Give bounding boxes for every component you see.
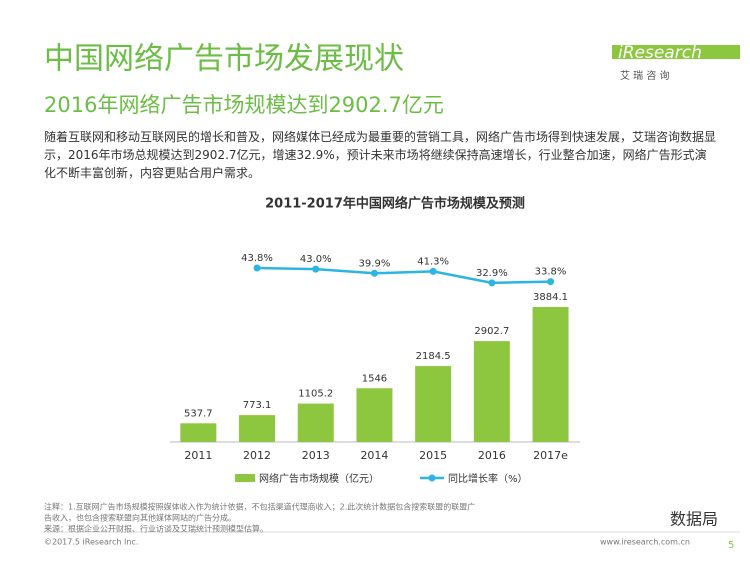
line-marker <box>547 278 555 286</box>
bar-label: 1105.2 <box>298 389 333 400</box>
logo: iResearch <box>618 43 702 63</box>
line <box>257 266 551 285</box>
bar <box>239 415 276 442</box>
legend-label: 同比增长率（%） <box>448 472 528 485</box>
line-marker <box>370 269 378 277</box>
bar <box>473 341 510 442</box>
watermark: 数据局 <box>670 510 718 529</box>
logo-sub: 艾 瑞 咨 询 <box>620 69 670 82</box>
line-label: 41.3% <box>417 256 449 267</box>
line-marker <box>253 264 261 272</box>
x-tick-label: 2014 <box>360 449 388 462</box>
x-tick-label: 2011 <box>184 449 212 462</box>
note: 来源：根据企业公开财报、行业访谈及艾瑞统计预测模型估算。 <box>44 524 268 534</box>
x-tick-label: 2016 <box>478 449 506 462</box>
line-label: 32.9% <box>476 268 508 279</box>
bar <box>532 307 569 442</box>
page-number: 5 <box>728 540 734 551</box>
bar-label: 2902.7 <box>474 326 509 337</box>
bar-label: 537.7 <box>184 408 213 419</box>
bar <box>180 423 217 442</box>
bar <box>415 366 452 442</box>
bar-label: 773.1 <box>243 400 272 411</box>
bar-label: 3884.1 <box>533 292 568 303</box>
bar-label: 1546 <box>362 373 387 384</box>
line-label: 43.0% <box>300 254 332 265</box>
chart-title: 2011-2017年中国网络广告市场规模及预测 <box>265 196 525 212</box>
legend-swatch <box>428 474 436 482</box>
bar <box>356 388 393 442</box>
line-label: 39.9% <box>359 258 391 269</box>
line-marker <box>429 267 437 275</box>
note: 告收入，也包含搜索联盟向其他媒体网站的广告分成。 <box>44 513 236 523</box>
bar <box>297 403 334 442</box>
note: 注释：1.互联网广告市场规模按照媒体收入作为统计依据，不包括渠道代理商收入；2.… <box>44 502 475 512</box>
subtitle: 2016年网络广告市场规模达到2902.7亿元 <box>44 93 444 117</box>
x-tick-label: 2015 <box>419 449 447 462</box>
url: www.iresearch.com.cn <box>600 538 690 547</box>
x-tick-label: 2013 <box>302 449 330 462</box>
title: 中国网络广告市场发展现状 <box>44 42 404 77</box>
copyright: ©2017.5 iResearch Inc. <box>44 538 138 547</box>
line-label: 33.8% <box>535 267 567 278</box>
line-marker <box>488 279 496 287</box>
line-label: 43.8% <box>241 253 273 264</box>
body-text: 随着互联网和移动互联网民的增长和普及，网络媒体已经成为最重要的营销工具，网络广告… <box>44 130 717 180</box>
x-tick-label: 2017e <box>533 449 568 462</box>
legend-swatch <box>235 474 255 482</box>
legend-label: 网络广告市场规模（亿元） <box>259 472 379 485</box>
line-marker <box>312 265 320 273</box>
x-tick-label: 2012 <box>243 449 271 462</box>
bar-label: 2184.5 <box>416 351 451 362</box>
